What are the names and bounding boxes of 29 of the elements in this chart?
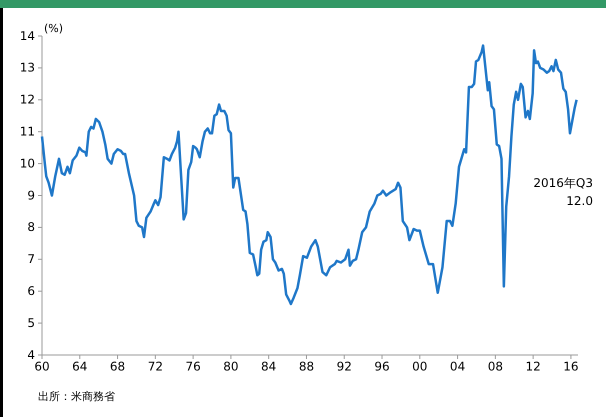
x-tick-label: 12 <box>525 360 541 374</box>
x-tick-label: 80 <box>223 360 239 374</box>
x-tick-label: 92 <box>336 360 352 374</box>
y-tick-label: 10 <box>20 156 35 170</box>
x-tick-label: 72 <box>148 360 163 374</box>
y-tick-label: 7 <box>27 252 35 266</box>
y-tick-label: 5 <box>27 316 35 330</box>
x-tick-label: 16 <box>563 360 579 374</box>
x-tick-label: 76 <box>185 360 201 374</box>
x-tick-label: 08 <box>488 360 503 374</box>
x-tick-label: 88 <box>298 360 314 374</box>
y-axis-title: (%) <box>44 22 64 35</box>
x-tick-label: 04 <box>450 360 466 374</box>
y-tick-label: 12 <box>20 92 35 107</box>
x-tick-label: 00 <box>412 360 428 374</box>
y-tick-label: 8 <box>27 220 35 234</box>
x-tick-label: 68 <box>110 360 126 374</box>
y-tick-label: 4 <box>27 348 35 362</box>
text: 出所：米商務省 <box>38 390 115 403</box>
y-tick-label: 9 <box>27 188 35 202</box>
y-tick-label: 6 <box>27 284 35 298</box>
y-tick-label: 11 <box>20 124 35 139</box>
y-tick-label: 14 <box>20 28 35 43</box>
x-tick-label: 60 <box>34 360 50 374</box>
annotation: 2016年Q3 12.0 <box>533 176 593 208</box>
x-tick-label: 96 <box>374 360 390 374</box>
x-tick-label: 64 <box>72 360 88 374</box>
y-tick-label: 13 <box>20 60 35 75</box>
x-tick-label: 84 <box>261 360 276 374</box>
